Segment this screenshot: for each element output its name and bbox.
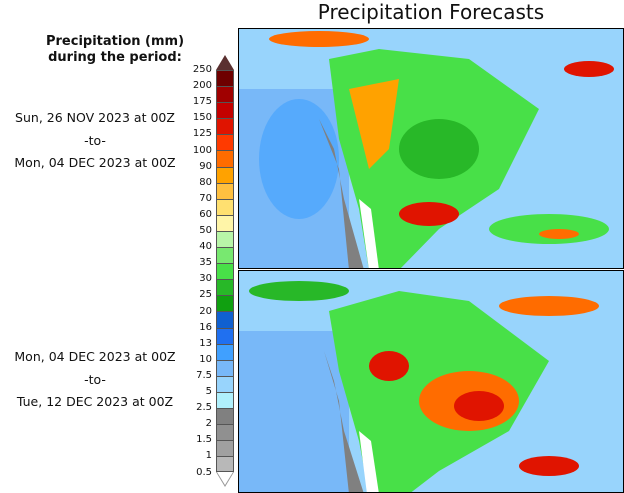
colorbar-tick-label: 10 — [199, 353, 212, 365]
colorbar-segment — [216, 440, 234, 457]
period1-start: Sun, 26 NOV 2023 at 00Z — [15, 110, 175, 125]
colorbar-segment — [216, 214, 234, 231]
colorbar-tick-label: 16 — [199, 321, 212, 333]
colorbar-segment — [216, 407, 234, 425]
colorbar-segment — [216, 182, 234, 199]
legend-header: Precipitation (mm) during the period: — [0, 34, 230, 66]
colorbar-tick-label: 1 — [205, 450, 212, 462]
colorbar-tick-label: 35 — [199, 257, 212, 269]
colorbar-over-arrow — [216, 55, 234, 70]
period2-end: Tue, 12 DEC 2023 at 00Z — [16, 394, 174, 409]
colorbar-tick-label: 50 — [199, 225, 212, 236]
colorbar-tick-label: 70 — [199, 192, 212, 204]
colorbar-tick-label: 100 — [192, 144, 212, 156]
colorbar-tick-label: 5 — [205, 386, 212, 397]
colorbar-segment — [216, 150, 234, 167]
colorbar-segment — [216, 198, 234, 215]
colorbar-segment — [216, 456, 234, 473]
period1-sep: -to- — [84, 133, 106, 148]
colorbar-segment — [216, 70, 234, 87]
colorbar-segment — [216, 424, 234, 441]
colorbar-segment — [216, 375, 234, 392]
colorbar-segment — [216, 359, 234, 376]
colorbar-segment — [216, 247, 234, 264]
colorbar-tick-label: 60 — [199, 208, 212, 220]
colorbar-tick-label: 7.5 — [196, 369, 212, 381]
colorbar-tick-label: 2.5 — [196, 402, 212, 414]
colorbar-segment — [216, 230, 234, 248]
colorbar-segment — [216, 102, 234, 119]
colorbar-tick-label: 2 — [205, 418, 212, 430]
colorbar-tick-label: 175 — [192, 96, 212, 108]
colorbar-under-arrow — [216, 472, 234, 488]
colorbar-tick-label: 13 — [199, 337, 212, 349]
colorbar-tick-label: 250 — [192, 64, 212, 75]
colorbar-segment — [216, 391, 234, 408]
colorbar-tick-label: 40 — [199, 241, 212, 253]
period2-start: Mon, 04 DEC 2023 at 00Z — [14, 349, 176, 364]
colorbar-tick-label: 1.5 — [196, 434, 212, 446]
colorbar-tick-label: 80 — [199, 176, 212, 188]
colorbar-segment — [216, 263, 234, 280]
colorbar-segment — [216, 118, 234, 135]
colorbar-tick-label: 150 — [192, 112, 212, 124]
map-period1 — [238, 28, 624, 269]
colorbar-segment — [216, 343, 234, 360]
colorbar-segment — [216, 311, 234, 328]
legend-header-line2: during the period: — [48, 50, 182, 65]
colorbar-segment — [216, 134, 234, 151]
colorbar-segment — [216, 295, 234, 312]
period2-sep: -to- — [84, 372, 106, 387]
colorbar-tick-label: 0.5 — [196, 466, 212, 478]
colorbar-segment — [216, 86, 234, 103]
colorbar-tick-label: 90 — [199, 160, 212, 172]
colorbar-segment — [216, 327, 234, 344]
colorbar-segment — [216, 279, 234, 296]
colorbar-tick-label: 25 — [199, 289, 212, 301]
map-period2 — [238, 270, 624, 493]
colorbar-tick-label: 125 — [192, 128, 212, 140]
colorbar-tick-label: 20 — [199, 305, 212, 317]
page-title: Precipitation Forecasts — [317, 0, 545, 24]
period1-end: Mon, 04 DEC 2023 at 00Z — [14, 155, 176, 170]
colorbar-tick-label: 30 — [199, 273, 212, 285]
colorbar-tick-label: 200 — [192, 80, 212, 92]
colorbar — [216, 55, 234, 488]
legend-header-line1: Precipitation (mm) — [45, 34, 185, 49]
colorbar-segment — [216, 166, 234, 183]
